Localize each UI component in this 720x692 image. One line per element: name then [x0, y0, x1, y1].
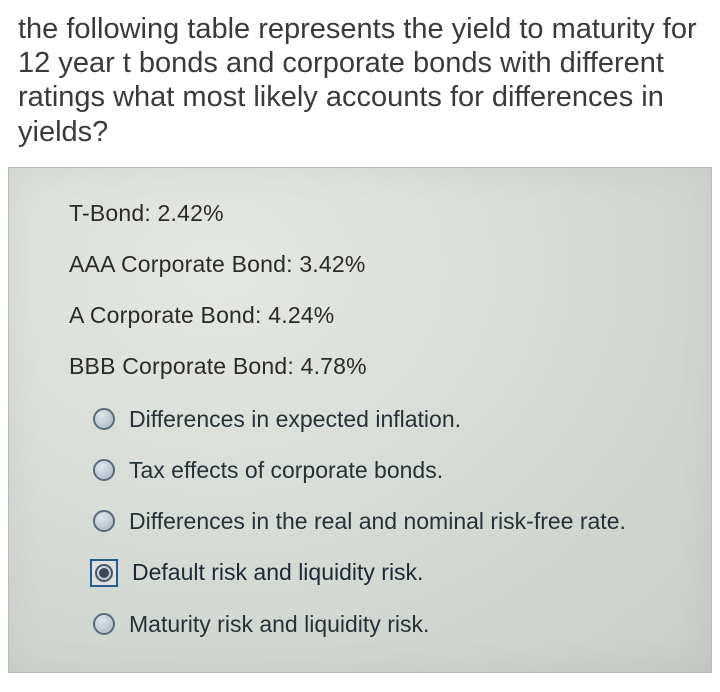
yield-label: T-Bond: — [69, 200, 151, 226]
radio-icon — [93, 459, 115, 481]
option-label: Tax effects of corporate bonds. — [129, 457, 443, 484]
option-tax-effects[interactable]: Tax effects of corporate bonds. — [69, 445, 691, 496]
yield-label: AAA Corporate Bond: — [69, 251, 293, 277]
option-label: Differences in expected inflation. — [129, 406, 461, 433]
yield-value: 4.78% — [301, 353, 367, 379]
option-risk-free-rate[interactable]: Differences in the real and nominal risk… — [69, 496, 691, 547]
option-label: Maturity risk and liquidity risk. — [129, 611, 429, 638]
answer-panel: T-Bond: 2.42% AAA Corporate Bond: 3.42% … — [8, 167, 712, 673]
yield-row-a: A Corporate Bond: 4.24% — [69, 292, 691, 343]
option-default-risk[interactable]: Default risk and liquidity risk. — [69, 547, 691, 599]
yield-label: BBB Corporate Bond: — [69, 353, 294, 379]
yield-value: 4.24% — [268, 302, 334, 328]
yield-value: 3.42% — [299, 251, 365, 277]
question-text: the following table represents the yield… — [0, 0, 720, 167]
option-label: Differences in the real and nominal risk… — [129, 508, 626, 535]
radio-icon — [93, 613, 115, 635]
option-label: Default risk and liquidity risk. — [132, 559, 423, 586]
radio-icon — [93, 510, 115, 532]
yield-label: A Corporate Bond: — [69, 302, 262, 328]
yield-row-bbb: BBB Corporate Bond: 4.78% — [69, 343, 691, 394]
yield-row-aaa: AAA Corporate Bond: 3.42% — [69, 241, 691, 292]
radio-icon — [93, 408, 115, 430]
option-maturity-risk[interactable]: Maturity risk and liquidity risk. — [69, 599, 691, 650]
radio-selected-icon — [90, 559, 118, 587]
yield-value: 2.42% — [158, 200, 224, 226]
yield-row-tbond: T-Bond: 2.42% — [69, 190, 691, 241]
option-inflation[interactable]: Differences in expected inflation. — [69, 394, 691, 445]
